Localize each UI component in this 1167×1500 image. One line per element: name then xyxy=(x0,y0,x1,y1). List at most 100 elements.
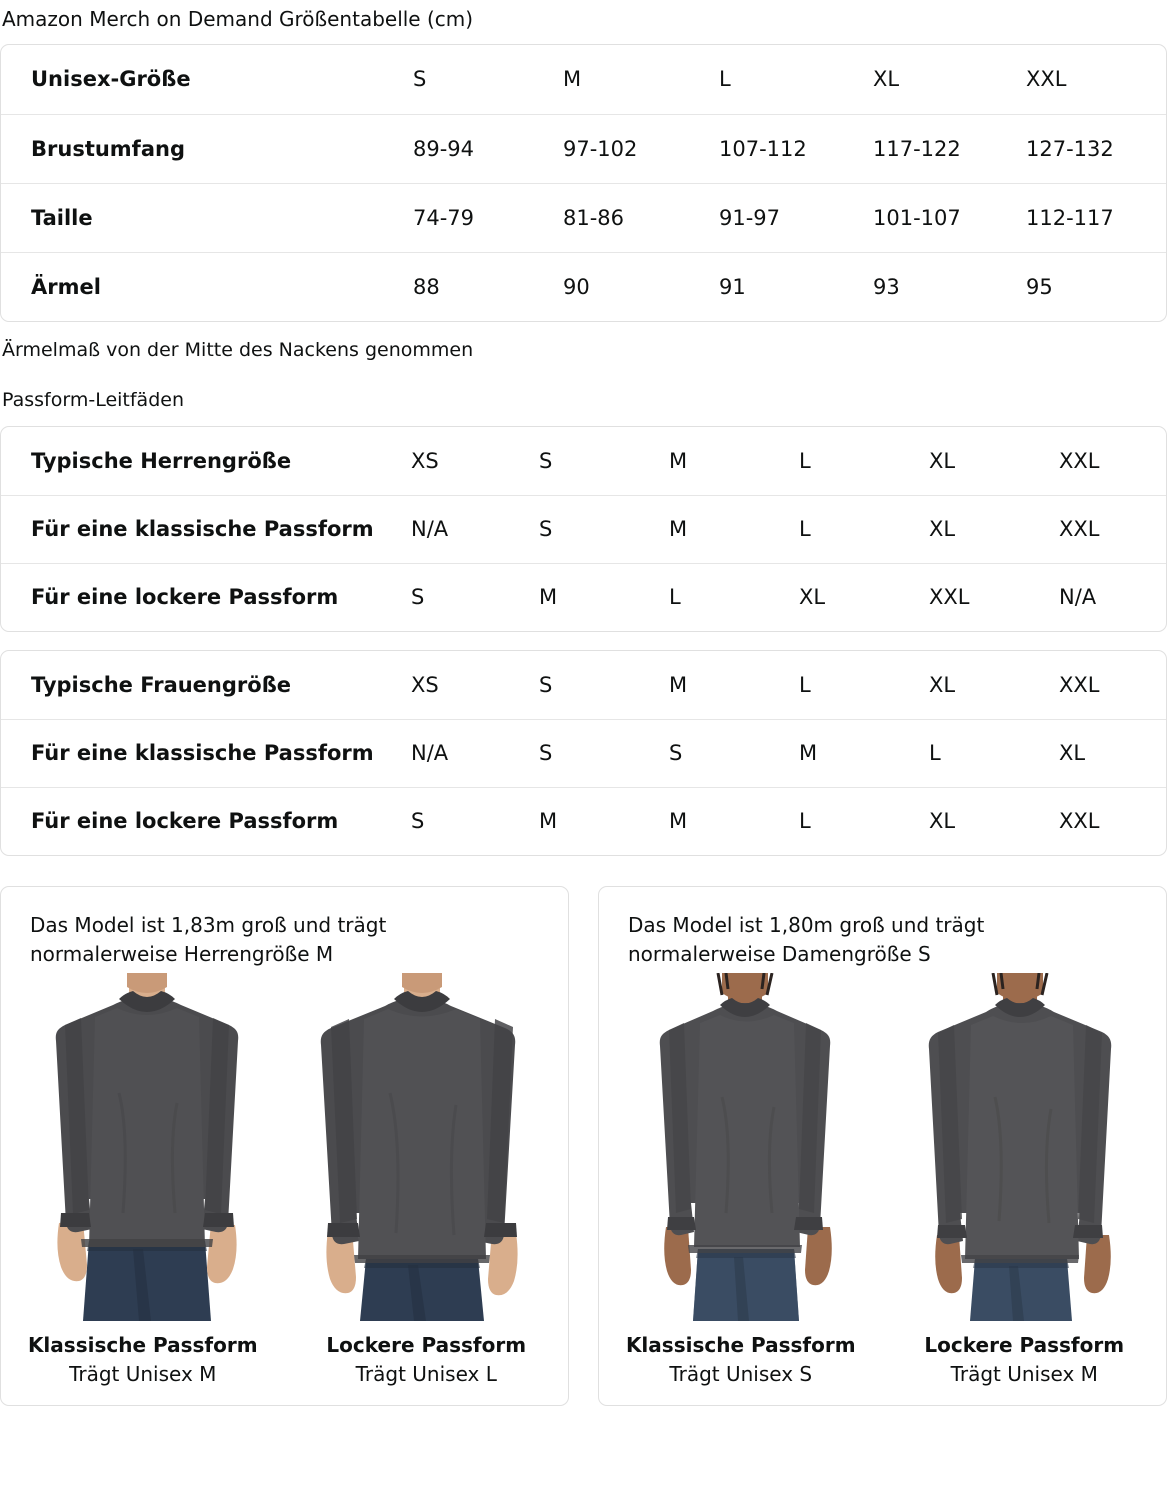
caption-classic: Klassische Passform Trägt Unisex S xyxy=(599,1331,883,1389)
figure-loose-fit xyxy=(285,969,561,1321)
male-figures xyxy=(1,969,568,1321)
table-row: Ärmel 88 90 91 93 95 xyxy=(1,252,1166,321)
cell: 95 xyxy=(1026,274,1053,299)
male-model-loose-illustration xyxy=(298,973,547,1321)
table-row-header: Unisex-Größe S M L XL XXL xyxy=(1,45,1166,114)
column-header-xs: XS xyxy=(411,672,439,697)
row-label: Typische Herrengröße xyxy=(31,448,292,473)
cell: 101-107 xyxy=(873,205,961,230)
mens-fit-guide-card: Typische Herrengröße XS S M L XL XXL Für… xyxy=(0,426,1167,632)
cell: L xyxy=(929,741,941,765)
caption-subtitle: Trägt Unisex M xyxy=(950,1362,1098,1386)
column-header-xxl: XXL xyxy=(1026,67,1067,92)
model-cards-row: Das Model ist 1,83m groß und trägt norma… xyxy=(0,886,1167,1406)
table-row-header: Typische Frauengröße XS S M L XL XXL xyxy=(1,651,1166,719)
cell: 88 xyxy=(413,274,440,299)
cell: 81-86 xyxy=(563,205,625,230)
mens-fit-guide-table: Typische Herrengröße XS S M L XL XXL Für… xyxy=(1,427,1166,631)
row-label: Für eine klassische Passform xyxy=(31,517,374,541)
caption-subtitle: Trägt Unisex S xyxy=(669,1362,813,1386)
page-title: Amazon Merch on Demand Größentabelle (cm… xyxy=(2,7,474,31)
female-loose-fit-photo xyxy=(883,969,1159,1321)
column-header-s: S xyxy=(539,448,553,473)
male-model-card: Das Model ist 1,83m groß und trägt norma… xyxy=(0,886,569,1406)
female-model-card: Das Model ist 1,80m groß und trägt norma… xyxy=(598,886,1167,1406)
cell: L xyxy=(669,585,681,610)
caption-loose: Lockere Passform Trägt Unisex M xyxy=(883,1331,1167,1389)
row-label: Typische Frauengröße xyxy=(31,672,292,697)
caption-title: Lockere Passform xyxy=(924,1333,1125,1357)
male-captions: Klassische Passform Trägt Unisex M Locke… xyxy=(1,1321,568,1389)
row-label: Unisex-Größe xyxy=(31,67,191,92)
cell: 117-122 xyxy=(873,136,961,161)
row-label: Für eine lockere Passform xyxy=(31,809,339,834)
sleeve-measurement-note: Ärmelmaß von der Mitte des Nackens genom… xyxy=(2,339,474,361)
male-model-classic-illustration xyxy=(22,973,271,1321)
table-row: Für eine klassische Passform N/A S S M L… xyxy=(1,719,1166,787)
cell: M xyxy=(799,741,818,765)
table-row: Für eine klassische Passform N/A S M L X… xyxy=(1,495,1166,563)
caption-classic: Klassische Passform Trägt Unisex M xyxy=(1,1331,285,1389)
column-header-l: L xyxy=(719,67,731,92)
column-header-xl: XL xyxy=(873,67,900,92)
cell: S xyxy=(669,741,683,765)
cell: 91-97 xyxy=(719,205,781,230)
cell: XXL xyxy=(1059,517,1100,541)
cell: 89-94 xyxy=(413,136,475,161)
spacer xyxy=(0,632,1167,650)
male-classic-fit-photo xyxy=(9,969,285,1321)
cell: XL xyxy=(1059,741,1086,765)
cell: S xyxy=(411,585,425,610)
column-header-l: L xyxy=(799,672,811,697)
cell: N/A xyxy=(1059,585,1097,610)
row-label: Ärmel xyxy=(31,274,101,299)
male-loose-fit-photo xyxy=(285,969,561,1321)
cell: S xyxy=(539,517,553,541)
cell: 74-79 xyxy=(413,205,475,230)
female-classic-fit-photo xyxy=(607,969,883,1321)
cell: 90 xyxy=(563,274,590,299)
female-model-classic-illustration xyxy=(625,973,864,1321)
row-label: Für eine lockere Passform xyxy=(31,585,339,610)
column-header-xs: XS xyxy=(411,448,439,473)
column-header-xl: XL xyxy=(929,672,956,697)
womens-fit-guide-table: Typische Frauengröße XS S M L XL XXL Für… xyxy=(1,651,1166,855)
column-header-s: S xyxy=(539,672,553,697)
cell: N/A xyxy=(411,517,449,541)
row-label: Für eine klassische Passform xyxy=(31,741,374,765)
cell: 91 xyxy=(719,274,746,299)
caption-title: Klassische Passform xyxy=(625,1333,856,1357)
cell: 97-102 xyxy=(563,136,638,161)
cell: XL xyxy=(799,585,826,610)
figure-classic-fit xyxy=(9,969,285,1321)
female-figures xyxy=(599,969,1166,1321)
table-row: Für eine lockere Passform S M L XL XXL N… xyxy=(1,563,1166,631)
row-label: Taille xyxy=(31,205,93,230)
size-chart-page: Amazon Merch on Demand Größentabelle (cm… xyxy=(0,7,1167,1406)
table-row: Taille 74-79 81-86 91-97 101-107 112-117 xyxy=(1,183,1166,252)
column-header-xl: XL xyxy=(929,448,956,473)
cell: 112-117 xyxy=(1026,205,1114,230)
column-header-m: M xyxy=(669,448,688,473)
cell: XXL xyxy=(929,585,970,610)
cell: M xyxy=(539,585,558,610)
fit-guides-label: Passform-Leitfäden xyxy=(2,389,184,411)
caption-title: Klassische Passform xyxy=(27,1333,258,1357)
cell: 107-112 xyxy=(719,136,807,161)
table-row-header: Typische Herrengröße XS S M L XL XXL xyxy=(1,427,1166,495)
womens-fit-guide-card: Typische Frauengröße XS S M L XL XXL Für… xyxy=(0,650,1167,856)
caption-subtitle: Trägt Unisex M xyxy=(69,1362,217,1386)
cell: XL xyxy=(929,517,956,541)
female-model-loose-illustration xyxy=(901,973,1140,1321)
caption-title: Lockere Passform xyxy=(326,1333,527,1357)
column-header-s: S xyxy=(413,67,427,92)
figure-classic-fit xyxy=(607,969,883,1321)
column-header-xxl: XXL xyxy=(1059,672,1100,697)
cell: L xyxy=(799,809,811,834)
cell: 127-132 xyxy=(1026,136,1114,161)
female-captions: Klassische Passform Trägt Unisex S Locke… xyxy=(599,1321,1166,1389)
cell: 93 xyxy=(873,274,900,299)
caption-subtitle: Trägt Unisex L xyxy=(355,1362,497,1386)
figure-loose-fit xyxy=(883,969,1159,1321)
cell: S xyxy=(539,741,553,765)
